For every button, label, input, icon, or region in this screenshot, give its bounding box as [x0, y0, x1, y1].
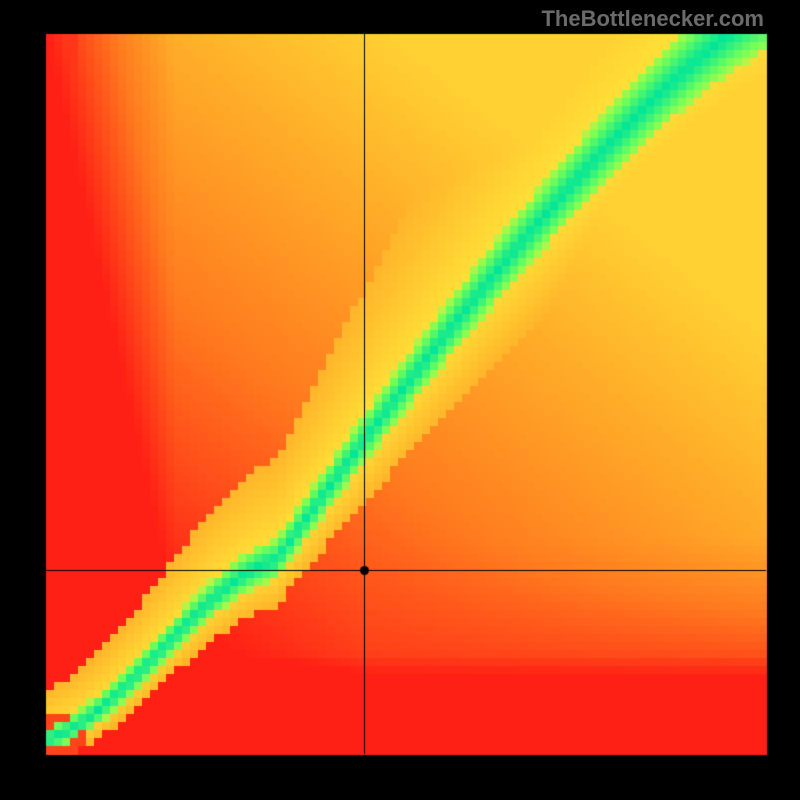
chart-container: TheBottlenecker.com	[0, 0, 800, 800]
bottleneck-heatmap	[0, 0, 800, 800]
watermark-text: TheBottlenecker.com	[541, 6, 764, 32]
